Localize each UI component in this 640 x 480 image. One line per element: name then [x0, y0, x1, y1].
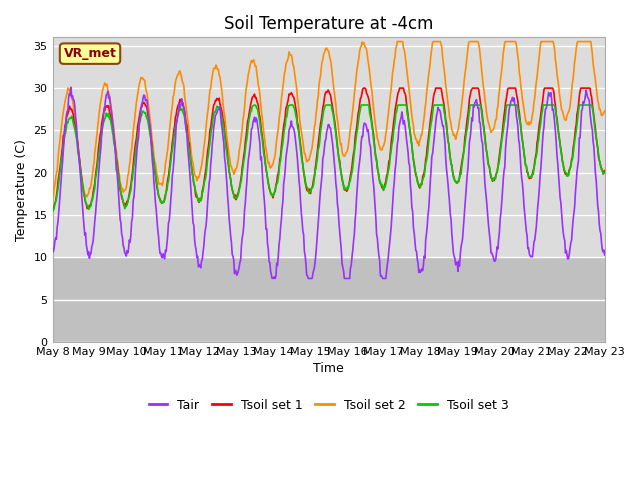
Text: VR_met: VR_met — [63, 47, 116, 60]
X-axis label: Time: Time — [313, 362, 344, 375]
Legend: Tair, Tsoil set 1, Tsoil set 2, Tsoil set 3: Tair, Tsoil set 1, Tsoil set 2, Tsoil se… — [144, 394, 513, 417]
Y-axis label: Temperature (C): Temperature (C) — [15, 139, 28, 240]
Title: Soil Temperature at -4cm: Soil Temperature at -4cm — [224, 15, 433, 33]
Bar — [52, 257, 605, 342]
